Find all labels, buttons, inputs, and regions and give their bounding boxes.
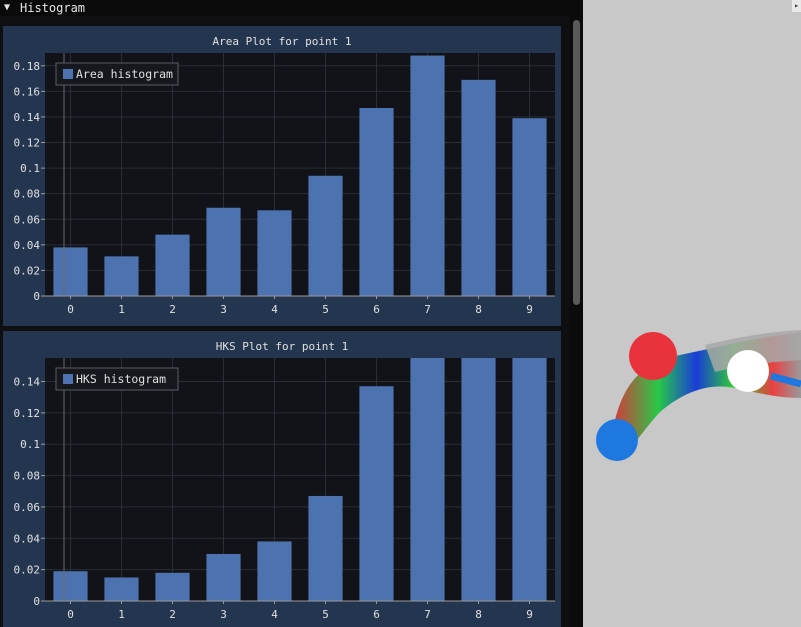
vertical-scrollbar[interactable] [570, 16, 583, 627]
y-tick-label: 0.04 [14, 239, 41, 252]
y-tick-label: 0.14 [14, 111, 41, 124]
bar [155, 572, 190, 601]
area-plot-chart[interactable]: Area Plot for point 1 0 0.02 0.04 0.06 0.08 0.… [3, 26, 561, 326]
area-plot-panel[interactable]: Area Plot for point 1 0 0.02 0.04 0.06 0.08 0.… [3, 26, 561, 326]
chart-title: HKS Plot for point 1 [216, 340, 348, 353]
x-tick-label: 8 [475, 608, 482, 621]
x-tick-label: 0 [67, 303, 74, 316]
bar [104, 256, 139, 296]
legend[interactable]: Area histogram [55, 62, 179, 86]
bar [155, 234, 190, 296]
bar [104, 577, 139, 601]
y-tick-label: 0.02 [14, 264, 41, 277]
scrollbar-thumb[interactable] [573, 20, 580, 305]
x-tick-label: 7 [424, 608, 431, 621]
x-tick-label: 3 [220, 303, 227, 316]
y-tick-label: 0.12 [14, 407, 41, 420]
histogram-window: ▼ Histogram Area Plot for point 1 0 0.02 0.… [0, 0, 583, 627]
red-handle [629, 332, 677, 380]
bar [257, 541, 292, 601]
mesh-view[interactable] [585, 0, 801, 627]
viewport-corner-icon[interactable]: ▸ [792, 0, 801, 12]
legend-box [55, 62, 179, 86]
y-tick-label: 0 [33, 290, 40, 303]
hks-plot-panel[interactable]: HKS Plot for point 1 0 0.02 0.04 0.06 0.08 0.1… [3, 331, 561, 627]
legend-swatch [63, 69, 73, 79]
bar [359, 107, 394, 296]
y-tick-label: 0.08 [14, 470, 41, 483]
legend-box [55, 367, 179, 391]
x-tick-label: 6 [373, 608, 380, 621]
x-tick-label: 2 [169, 608, 176, 621]
window-titlebar[interactable]: ▼ Histogram [0, 0, 583, 16]
bar [410, 55, 445, 296]
x-tick-label: 7 [424, 303, 431, 316]
bar [53, 571, 88, 601]
x-tick-label: 5 [322, 303, 329, 316]
legend[interactable]: HKS histogram [55, 367, 179, 391]
x-tick-label: 2 [169, 303, 176, 316]
x-tick-label: 5 [322, 608, 329, 621]
3d-viewport[interactable] [585, 0, 801, 627]
bar [206, 553, 241, 601]
y-tick-label: 0.02 [14, 564, 41, 577]
y-tick-label: 0.1 [20, 438, 40, 451]
x-tick-label: 9 [526, 608, 533, 621]
x-tick-label: 3 [220, 608, 227, 621]
x-tick-label: 1 [118, 303, 125, 316]
y-tick-label: 0.18 [14, 60, 41, 73]
white-handle [727, 350, 769, 392]
bar [308, 175, 343, 296]
bar [512, 358, 547, 601]
x-tick-label: 9 [526, 303, 533, 316]
legend-swatch [63, 374, 73, 384]
bar [461, 79, 496, 296]
y-tick-label: 0.06 [14, 501, 41, 514]
x-tick-label: 6 [373, 303, 380, 316]
y-tick-label: 0.06 [14, 213, 41, 226]
legend-label: HKS histogram [76, 372, 166, 386]
y-tick-label: 0.16 [14, 85, 41, 98]
x-tick-label: 4 [271, 608, 278, 621]
chart-title: Area Plot for point 1 [212, 35, 351, 48]
bar [359, 386, 394, 601]
blue-handle [596, 419, 638, 461]
x-tick-label: 0 [67, 608, 74, 621]
y-tick-label: 0.14 [14, 376, 41, 389]
blue-handle-bar [770, 372, 801, 388]
x-tick-label: 1 [118, 608, 125, 621]
window-title: Histogram [20, 1, 86, 15]
y-tick-label: 0.12 [14, 137, 41, 150]
bar [257, 210, 292, 296]
y-tick-label: 0.04 [14, 532, 41, 545]
y-tick-label: 0.1 [20, 162, 40, 175]
y-tick-label: 0.08 [14, 188, 41, 201]
bar [512, 118, 547, 296]
y-tick-label: 0 [33, 595, 40, 608]
bar [461, 358, 496, 601]
bar [206, 207, 241, 296]
triangle-down-icon[interactable]: ▼ [4, 2, 11, 13]
legend-label: Area histogram [76, 67, 173, 81]
x-tick-label: 4 [271, 303, 278, 316]
bar [53, 247, 88, 296]
bar [308, 495, 343, 601]
hks-plot-chart[interactable]: HKS Plot for point 1 0 0.02 0.04 0.06 0.08 0.1… [3, 331, 561, 627]
bar [410, 358, 445, 601]
x-tick-label: 8 [475, 303, 482, 316]
